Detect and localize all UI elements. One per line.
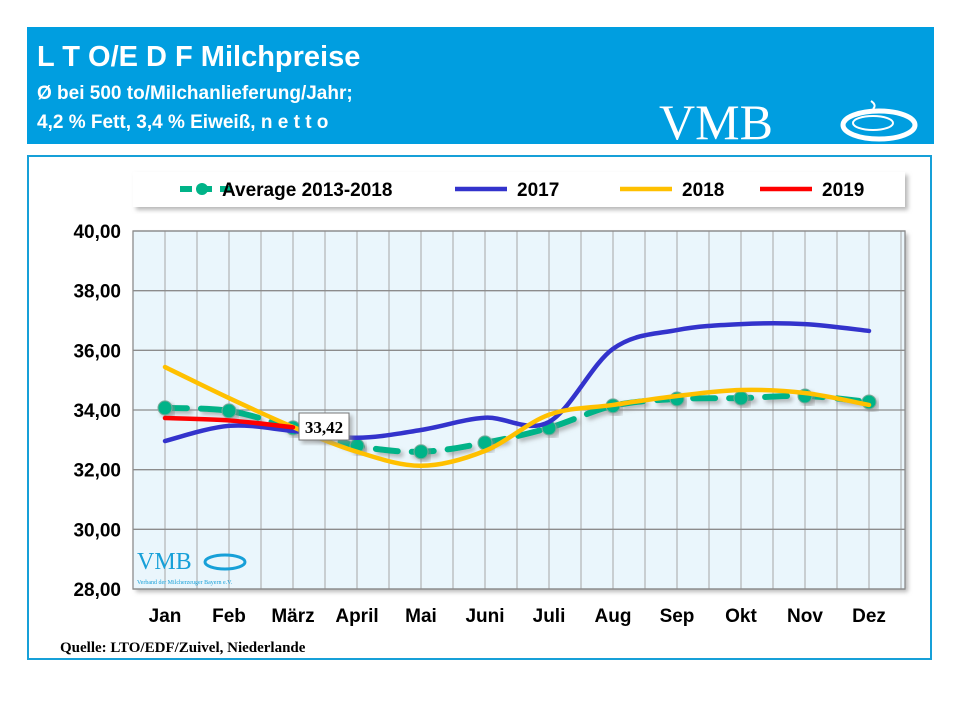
series-line <box>162 321 872 444</box>
axes: 28,00 30,00 32,00 34,00 36,00 38,00 40,00 Jan Fe… <box>73 222 885 627</box>
x-tick-label: Mai <box>405 606 437 627</box>
y-tick-label: 36,00 <box>73 341 121 362</box>
x-tick-label: Aug <box>595 606 632 627</box>
logo-swirl-inner <box>852 115 894 131</box>
legend-label: 2017 <box>517 180 559 201</box>
source-note: Quelle: LTO/EDF/Zuivel, Niederlande <box>60 640 306 656</box>
legend-label: 2019 <box>822 180 864 201</box>
vmb-logo: VMB <box>659 95 918 145</box>
x-tick-label: Juli <box>533 606 566 627</box>
series-2019 <box>162 415 296 430</box>
subtitle: Ø bei 500 to/Milchanlieferung/Jahr; <box>37 83 353 104</box>
plot-border <box>132 230 906 590</box>
x-tick-label: Feb <box>212 606 246 627</box>
data-label-box <box>298 412 350 441</box>
legend-item: 2018 <box>620 180 724 201</box>
x-tick-label: April <box>335 606 378 627</box>
y-tick-label: 38,00 <box>73 282 121 303</box>
subtitle: 4,2 % Fett, 3,4 % Eiweiß, n e t t o <box>37 112 329 133</box>
series-2017 <box>162 321 872 444</box>
data-point <box>221 403 237 419</box>
x-tick-label: Juni <box>465 606 504 627</box>
watermark-swirl <box>203 553 247 571</box>
y-tick-label: 28,00 <box>73 580 121 601</box>
legend-item: 2017 <box>455 180 559 201</box>
x-tick-label: März <box>271 606 314 627</box>
legend: Average 2013-2018 2017 2018 2019 <box>180 180 864 201</box>
data-point <box>733 390 749 406</box>
logo-swirl <box>840 108 918 142</box>
watermark-logo-text: VMB <box>137 549 192 575</box>
logo-text: VMB <box>659 95 773 145</box>
y-tick-label: 40,00 <box>73 222 121 243</box>
legend-label: Average 2013-2018 <box>222 180 392 201</box>
annotation: 33,42 <box>298 412 350 441</box>
header-banner: L T O/E D F Milchpreise Ø bei 500 to/Mil… <box>27 27 934 145</box>
page-title: L T O/E D F Milchpreise <box>37 41 361 73</box>
legend-item: 2019 <box>760 180 864 201</box>
data-point <box>413 444 429 460</box>
y-tick-label: 32,00 <box>73 461 121 482</box>
series-line <box>162 415 296 430</box>
x-tick-label: Sep <box>660 606 695 627</box>
data-point <box>157 400 173 416</box>
legend-label: 2018 <box>682 180 724 201</box>
data-label: 33,42 <box>305 418 343 437</box>
x-tick-label: Okt <box>725 606 757 627</box>
y-tick-label: 34,00 <box>73 401 121 422</box>
logo-mark <box>870 100 876 110</box>
series-lines <box>157 321 877 469</box>
watermark-caption: Verband der Milcherzeuger Bayern e.V. <box>137 580 233 586</box>
y-tick-label: 30,00 <box>73 520 121 541</box>
x-tick-label: Dez <box>852 606 886 627</box>
legend-item: Average 2013-2018 <box>180 180 392 201</box>
x-tick-label: Nov <box>787 606 823 627</box>
chart-frame <box>27 155 932 660</box>
x-tick-label: Jan <box>149 606 182 627</box>
grid <box>132 230 906 590</box>
vmb-watermark-logo: VMB Verband der Milcherzeuger Bayern e.V… <box>137 549 247 586</box>
legend-marker <box>196 183 208 195</box>
